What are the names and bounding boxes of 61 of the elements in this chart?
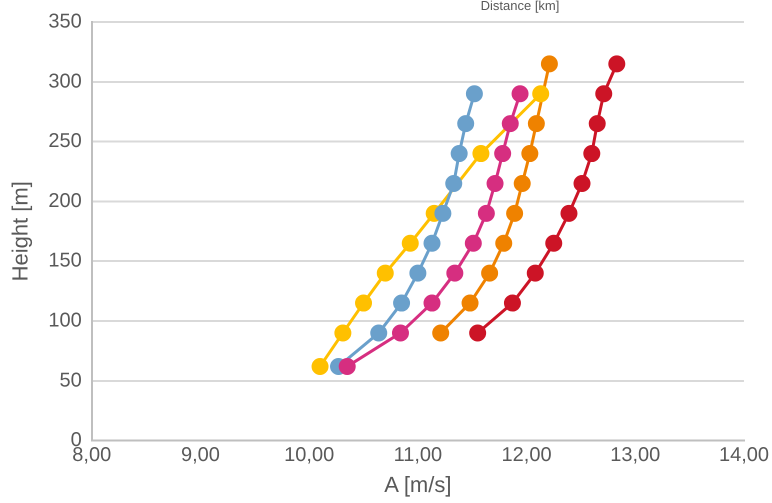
x-tick-label: 9,00 xyxy=(181,444,220,466)
point xyxy=(560,204,578,222)
x-tick-label: 10,00 xyxy=(284,444,334,466)
point xyxy=(393,294,410,312)
point xyxy=(574,174,591,192)
y-tick-label: 300 xyxy=(48,70,82,92)
point xyxy=(521,145,538,162)
point xyxy=(502,115,519,132)
point xyxy=(504,294,521,312)
y-tick-label: 50 xyxy=(60,369,82,392)
point xyxy=(526,264,544,282)
point xyxy=(495,234,512,252)
point xyxy=(514,174,531,192)
point xyxy=(446,264,464,282)
point xyxy=(595,85,612,102)
point xyxy=(409,264,426,282)
point xyxy=(312,358,329,375)
point xyxy=(434,204,452,222)
point xyxy=(545,234,562,252)
y-tick-label: 200 xyxy=(48,190,82,212)
point xyxy=(583,145,600,162)
point xyxy=(376,264,394,282)
text: Distance [km] xyxy=(480,0,560,14)
point xyxy=(472,145,490,162)
y-axis-title: Height [m] xyxy=(7,181,32,282)
point xyxy=(528,115,545,132)
point xyxy=(445,174,462,192)
point xyxy=(464,234,482,252)
point xyxy=(402,234,419,252)
y-tick-label: 250 xyxy=(48,130,82,152)
x-tick-label: 14,00 xyxy=(718,444,770,466)
y-tick-label: 100 xyxy=(48,310,82,332)
x-axis-title: A [m/s] xyxy=(384,472,452,497)
point xyxy=(469,324,486,342)
point xyxy=(424,234,441,252)
point xyxy=(370,324,388,342)
point xyxy=(334,324,352,342)
point xyxy=(478,204,495,222)
point xyxy=(486,174,504,192)
point xyxy=(466,85,483,102)
point xyxy=(338,358,356,375)
point xyxy=(432,324,450,342)
point xyxy=(494,145,512,162)
x-tick-label: 13,00 xyxy=(610,444,660,466)
point xyxy=(462,294,479,312)
point xyxy=(355,294,372,312)
point xyxy=(532,85,550,102)
point xyxy=(450,145,468,162)
point xyxy=(588,115,606,132)
y-tick-label: 350 xyxy=(48,10,82,33)
point xyxy=(457,115,474,132)
x-tick-label: 12,00 xyxy=(502,444,552,466)
point xyxy=(481,264,498,282)
point xyxy=(540,55,558,72)
point xyxy=(392,324,409,342)
y-tick-label: 150 xyxy=(48,250,82,272)
point xyxy=(424,294,441,312)
point xyxy=(608,55,626,72)
point xyxy=(506,204,524,222)
x-tick-label: 11,00 xyxy=(394,444,442,466)
point xyxy=(512,85,529,102)
